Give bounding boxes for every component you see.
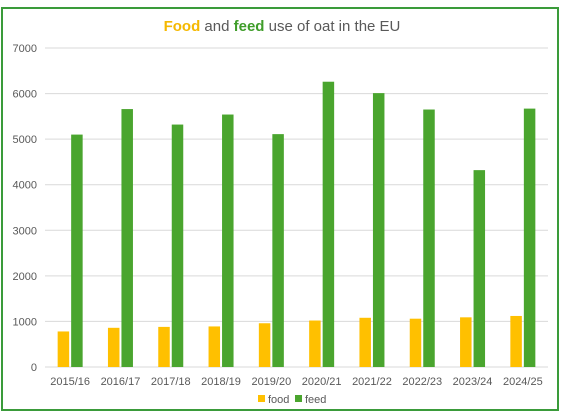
legend-swatch-food <box>258 395 265 402</box>
x-tick-label: 2015/16 <box>50 376 90 388</box>
bar-feed-2018/19 <box>222 114 234 367</box>
y-tick-label: 1000 <box>13 316 37 328</box>
bar-food-2021/22 <box>359 317 371 367</box>
bar-food-2020/21 <box>309 320 321 367</box>
title-feed: feed <box>234 18 265 35</box>
x-tick-label: 2022/23 <box>402 376 442 388</box>
bar-feed-2015/16 <box>71 134 83 367</box>
bar-feed-2021/22 <box>372 93 385 367</box>
bar-feed-2019/20 <box>272 134 284 367</box>
title-food: Food <box>164 18 201 35</box>
x-tick-label: 2020/21 <box>302 376 342 388</box>
bars <box>57 81 536 368</box>
x-tick-label: 2024/25 <box>503 376 543 388</box>
legend-label-food: food <box>268 394 289 406</box>
x-tick-label: 2019/20 <box>251 376 291 388</box>
y-tick-label: 7000 <box>13 43 37 55</box>
bar-food-2018/19 <box>208 326 221 367</box>
bar-food-2022/23 <box>409 318 422 367</box>
x-tick-label: 2023/24 <box>453 376 493 388</box>
y-tick-label: 6000 <box>13 89 37 101</box>
y-tick-label: 0 <box>31 362 37 374</box>
title-and: and <box>200 18 233 35</box>
y-tick-label: 2000 <box>13 271 37 283</box>
x-tick-label: 2018/19 <box>201 376 241 388</box>
bar-feed-2022/23 <box>423 109 435 368</box>
bar-feed-2016/17 <box>121 109 133 368</box>
x-tick-label: 2016/17 <box>101 376 141 388</box>
x-axis: 2015/16 2016/17 2017/18 2018/19 2019/20 2020/… <box>50 376 542 388</box>
gridlines <box>45 47 548 368</box>
y-tick-label: 4000 <box>13 180 37 192</box>
bar-food-2016/17 <box>107 327 120 367</box>
bar-food-2024/25 <box>510 315 522 367</box>
bar-feed-2024/25 <box>523 108 536 368</box>
x-tick-label: 2021/22 <box>352 376 392 388</box>
bar-food-2017/18 <box>158 326 170 367</box>
chart-title: Food and feed use of oat in the EU <box>164 18 401 35</box>
y-tick-label: 5000 <box>13 134 37 146</box>
title-rest: use of oat in the EU <box>264 18 400 35</box>
legend-label-feed: feed <box>305 394 326 406</box>
y-axis: 0 1000 2000 3000 4000 5000 6000 7000 <box>13 43 37 374</box>
legend: food feed <box>258 394 326 406</box>
bar-feed-2020/21 <box>322 81 335 368</box>
bar-feed-2017/18 <box>171 124 184 367</box>
bar-food-2015/16 <box>57 331 70 367</box>
legend-swatch-feed <box>295 395 302 402</box>
bar-food-2023/24 <box>460 317 472 367</box>
y-tick-label: 3000 <box>13 225 37 237</box>
bar-food-2019/20 <box>258 323 271 367</box>
bar-feed-2023/24 <box>473 170 486 367</box>
x-tick-label: 2017/18 <box>151 376 191 388</box>
